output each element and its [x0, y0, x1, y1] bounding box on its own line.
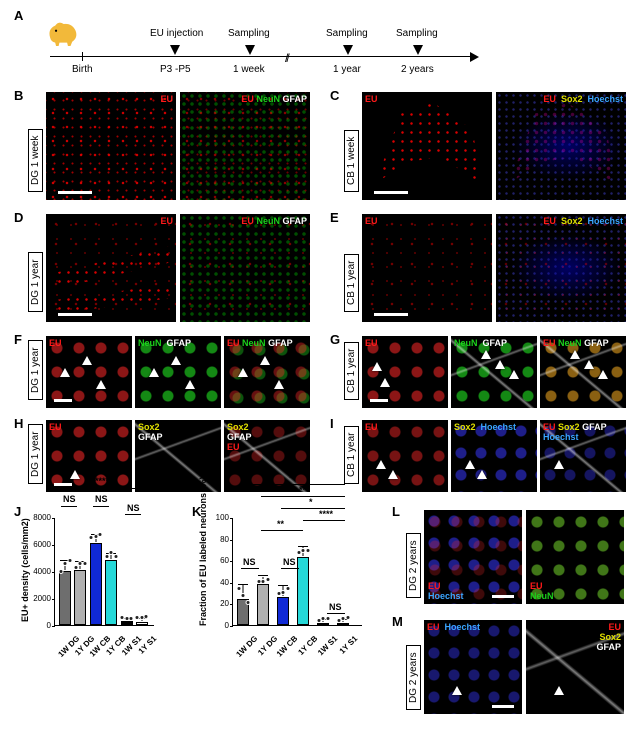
micrograph-h2: Sox2GFAP: [135, 420, 221, 492]
tl-s2-bot: 1 year: [333, 64, 361, 75]
vlabel-b: DG 1 week: [28, 129, 43, 192]
vlabel-m: DG 2 years: [406, 645, 421, 710]
vlabel-h: DG 1 year: [28, 424, 43, 484]
stain-label: EU: [49, 422, 62, 432]
micrograph-m1: EU Hoechst: [424, 620, 522, 714]
micrograph-h3: Sox2GFAPEU: [224, 420, 310, 492]
vlabel-c: CB 1 week: [344, 130, 359, 192]
stain-label: Sox2 Hoechst: [454, 422, 516, 432]
micrograph-e1: EU: [362, 214, 492, 322]
vlabel-i: CB 1 year: [344, 426, 359, 484]
vlabel-d: DG 1 year: [28, 252, 43, 312]
stain-label: NeuN GFAP: [454, 338, 507, 348]
panel-letter-b: B: [14, 88, 23, 103]
micrograph-b1: EU: [46, 92, 176, 200]
tl-inj-top: EU injection: [150, 28, 203, 39]
micrograph-l2: EUNeuN: [526, 510, 624, 604]
vlabel-g: CB 1 year: [344, 342, 359, 400]
stain-label: EU Sox2GFAP: [596, 622, 621, 652]
stain-label: NeuN GFAP: [138, 338, 191, 348]
panel-letter-h: H: [14, 416, 23, 431]
micrograph-h1: EU: [46, 420, 132, 492]
tl-s2-top: Sampling: [326, 28, 368, 39]
micrograph-f1: EU: [46, 336, 132, 408]
stain-label: EU: [160, 94, 173, 104]
tl-s1-top: Sampling: [228, 28, 270, 39]
micrograph-i1: EU: [362, 420, 448, 492]
micrograph-g3: EU NeuN GFAP: [540, 336, 626, 408]
stain-label: EU NeuN GFAP: [241, 216, 307, 226]
stain-label: EU NeuN GFAP: [543, 338, 609, 348]
micrograph-g1: EU: [362, 336, 448, 408]
bar-chart-j: EU+ density (cells/mm2) 0200040006000800…: [18, 512, 163, 682]
micrograph-i2: Sox2 Hoechst: [451, 420, 537, 492]
micrograph-d2: EU NeuN GFAP: [180, 214, 310, 322]
stain-label: EU Sox2 GFAPHoechst: [543, 422, 607, 442]
vlabel-l: DG 2 years: [406, 533, 421, 598]
panel-letter-c: C: [330, 88, 339, 103]
panel-letter-a: A: [14, 8, 23, 23]
micrograph-c1: EU: [362, 92, 492, 200]
vlabel-f: DG 1 year: [28, 340, 43, 400]
stain-label: EUHoechst: [428, 581, 464, 601]
micrograph-e2: EU Sox2 Hoechst: [496, 214, 626, 322]
micrograph-f2: NeuN GFAP: [135, 336, 221, 408]
panel-letter-l: L: [392, 504, 400, 519]
stain-label: EU: [365, 216, 378, 226]
stain-label: EU: [160, 216, 173, 226]
stain-label: EU: [49, 338, 62, 348]
stain-label: Sox2GFAPEU: [227, 422, 252, 452]
micrograph-c2: EU Sox2 Hoechst: [496, 92, 626, 200]
tl-birth: Birth: [72, 64, 93, 75]
stain-label: EU: [365, 338, 378, 348]
stain-label: EU NeuN GFAP: [241, 94, 307, 104]
bar-chart-k: Fraction of EU labeled neurons (%) 02040…: [196, 512, 371, 682]
micrograph-f3: EU NeuN GFAP: [224, 336, 310, 408]
panel-letter-f: F: [14, 332, 22, 347]
panel-letter-e: E: [330, 210, 339, 225]
tl-s3-bot: 2 years: [401, 64, 434, 75]
micrograph-b2: EU NeuN GFAP: [180, 92, 310, 200]
stain-label: EU Hoechst: [427, 622, 480, 632]
vlabel-e: CB 1 year: [344, 254, 359, 312]
timeline: Birth EU injection P3 -P5 Sampling 1 wee…: [50, 26, 480, 86]
micrograph-i3: EU Sox2 GFAPHoechst: [540, 420, 626, 492]
pig-icon: [45, 20, 79, 50]
stain-label: EU: [365, 94, 378, 104]
stain-label: EU Sox2 Hoechst: [543, 216, 623, 226]
tl-s1-bot: 1 week: [233, 64, 265, 75]
stain-label: EUNeuN: [530, 581, 554, 601]
panel-letter-d: D: [14, 210, 23, 225]
stain-label: EU: [365, 422, 378, 432]
tl-inj-bot: P3 -P5: [160, 64, 191, 75]
micrograph-g2: NeuN GFAP: [451, 336, 537, 408]
panel-letter-g: G: [330, 332, 340, 347]
stain-label: EU NeuN GFAP: [227, 338, 293, 348]
panel-letter-m: M: [392, 614, 403, 629]
tl-s3-top: Sampling: [396, 28, 438, 39]
micrograph-m2: EU Sox2GFAP: [526, 620, 624, 714]
stain-label: EU Sox2 Hoechst: [543, 94, 623, 104]
panel-letter-i: I: [330, 416, 334, 431]
micrograph-d1: EU: [46, 214, 176, 322]
micrograph-l1: EUHoechst: [424, 510, 522, 604]
stain-label: Sox2GFAP: [138, 422, 163, 442]
